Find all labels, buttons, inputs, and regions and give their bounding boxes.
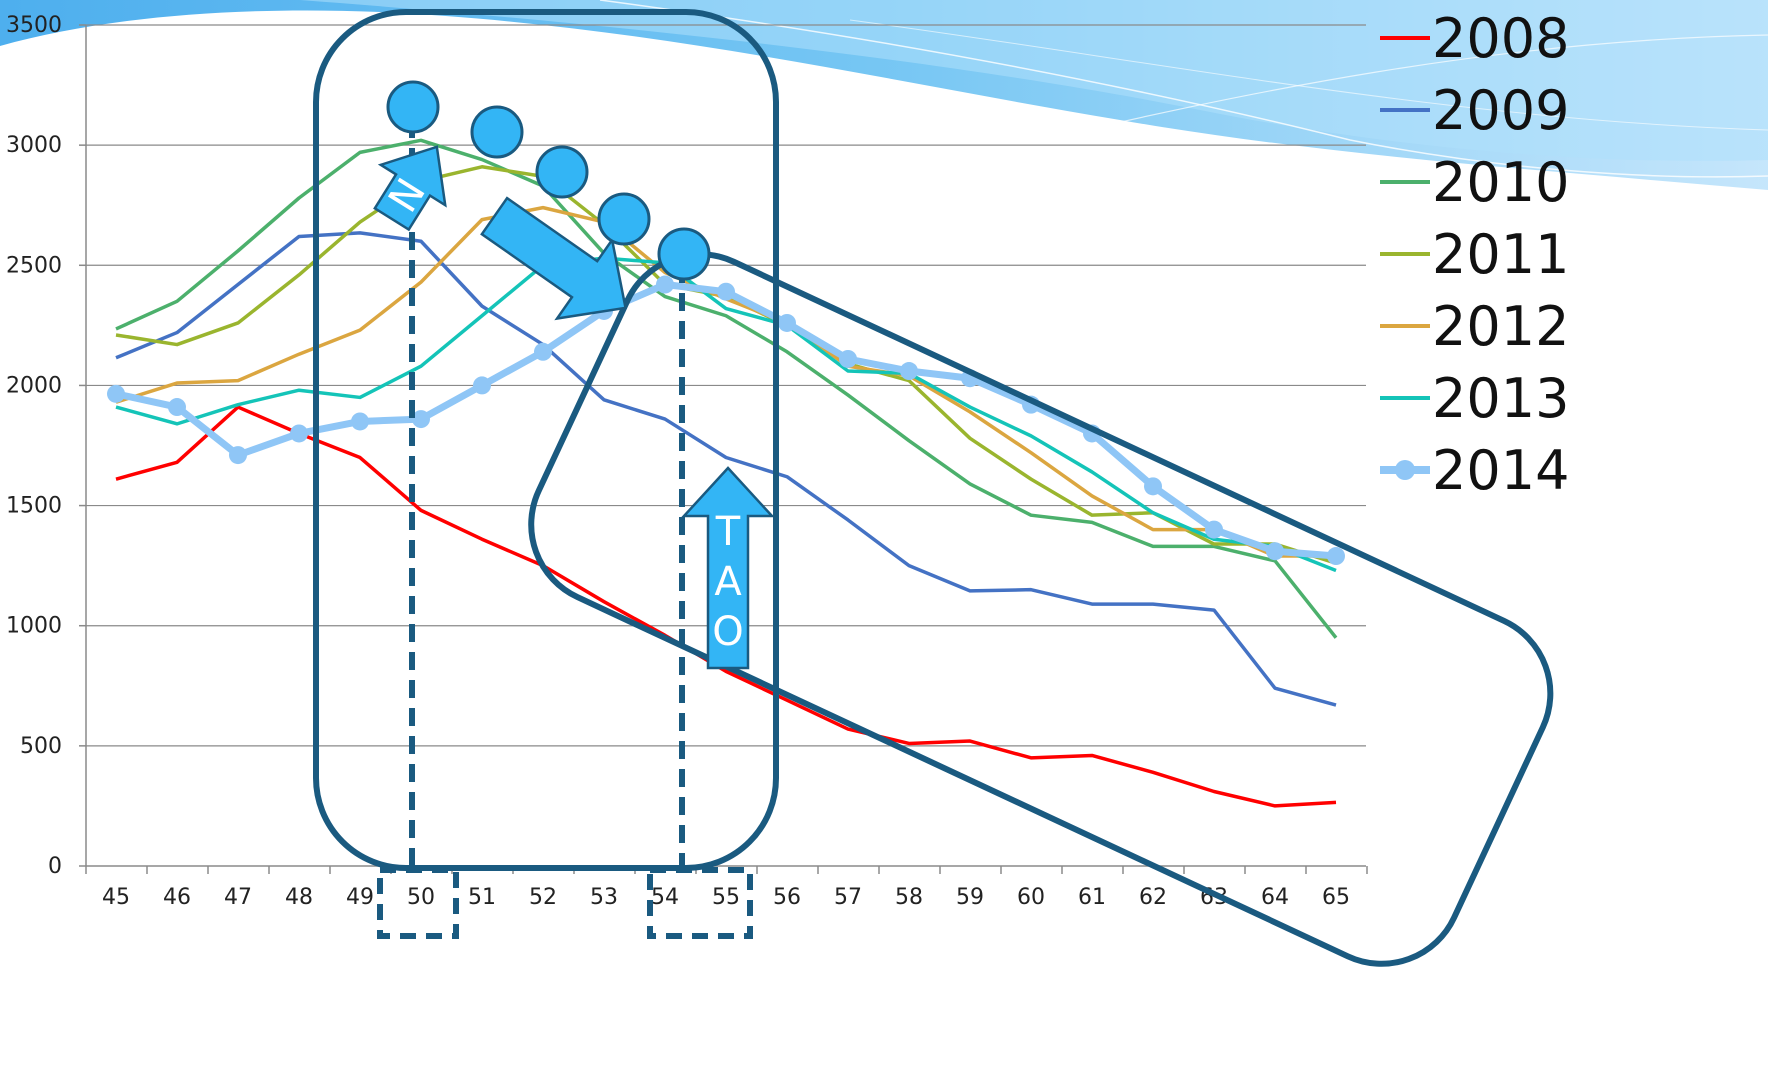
x-tick-label: 46: [163, 885, 191, 910]
y-tick-label: 3000: [6, 133, 62, 158]
legend-item-2012: 2012: [1380, 295, 1569, 358]
series-lines: [107, 138, 1345, 808]
data-point: [412, 410, 430, 429]
y-tick-label: 0: [48, 854, 62, 879]
legend-item-2014: 2014: [1380, 439, 1569, 502]
legend-item-2008: 2008: [1380, 7, 1569, 70]
y-tick-label: 500: [20, 734, 62, 759]
data-point: [351, 412, 369, 431]
series-line-2013: [115, 256, 1337, 573]
peak-circle: [386, 80, 440, 134]
tao-letter: O: [712, 609, 743, 655]
legend-label: 2011: [1432, 223, 1569, 286]
series-line-2009: [115, 231, 1337, 707]
x-tick-label: 52: [529, 885, 557, 910]
x-tick-label: 57: [834, 885, 862, 910]
x-tick-label: 48: [285, 885, 313, 910]
legend-label: 2014: [1432, 439, 1569, 502]
x-tick-label: 54: [651, 885, 679, 910]
data-point: [839, 349, 857, 368]
rounded-box-diagonal: [528, 251, 1554, 967]
legend-item-2009: 2009: [1380, 79, 1569, 142]
x-tick-label: 61: [1078, 885, 1106, 910]
legend-label: 2012: [1432, 295, 1569, 358]
legend-label: 2008: [1432, 7, 1569, 70]
x-tick-label: 53: [590, 885, 618, 910]
legend-marker: [1395, 460, 1415, 480]
data-point: [1327, 547, 1345, 566]
x-tick-label: 58: [895, 885, 923, 910]
x-tick-label: 60: [1017, 885, 1045, 910]
series-2008: [115, 405, 1337, 808]
y-tick-label: 2000: [6, 373, 62, 398]
wave-banner: [0, 0, 1768, 190]
x-tick-label: 64: [1261, 885, 1289, 910]
x-tick-label: 65: [1322, 885, 1350, 910]
peak-circle: [470, 105, 524, 159]
x-tick-label: 47: [224, 885, 252, 910]
dashed-box-55: [647, 867, 753, 939]
x-tick-label: 50: [407, 885, 435, 910]
legend-label: 2009: [1432, 79, 1569, 142]
x-tick-label: 56: [773, 885, 801, 910]
x-tick-label: 59: [956, 885, 984, 910]
tao-up-arrow-icon: T A O: [681, 466, 775, 670]
data-point: [1144, 477, 1162, 496]
data-point: [290, 424, 308, 443]
peak-circle: [535, 145, 589, 199]
data-point: [229, 446, 247, 465]
legend: 2008 2009 2010 2011 2012 2013 2014: [1380, 7, 1569, 502]
series-line-2010: [115, 138, 1338, 639]
legend-item-2013: 2013: [1380, 367, 1569, 430]
legend-item-2010: 2010: [1380, 151, 1569, 214]
data-point: [900, 362, 918, 381]
series-line-2008: [115, 405, 1337, 808]
peak-circle: [657, 227, 711, 281]
y-tick-label: 1500: [6, 494, 62, 519]
data-point: [168, 398, 186, 417]
series-2010: [115, 138, 1338, 639]
data-point: [473, 376, 491, 395]
axes: [79, 24, 1368, 874]
data-point: [534, 342, 552, 361]
data-point: [1205, 520, 1223, 539]
data-point: [778, 313, 796, 332]
up-arrow-icon: N: [373, 145, 447, 232]
series-2009: [115, 231, 1337, 707]
tao-letter: A: [714, 559, 742, 605]
x-tick-label: 45: [102, 885, 130, 910]
tao-letter: T: [715, 509, 741, 555]
y-tick-label: 2500: [6, 253, 62, 278]
x-tick-label: 55: [712, 885, 740, 910]
data-point: [717, 282, 735, 301]
peak-circle: [597, 192, 651, 246]
y-tick-label: 1000: [6, 614, 62, 639]
x-tick-label: 51: [468, 885, 496, 910]
data-point: [656, 275, 674, 294]
series-2014: [107, 275, 1345, 566]
legend-label: 2013: [1432, 367, 1569, 430]
legend-label: 2010: [1432, 151, 1569, 214]
x-tick-label: 62: [1139, 885, 1167, 910]
x-tick-label: 49: [346, 885, 374, 910]
rounded-box-left: [313, 9, 779, 871]
annotation-layer: N T A O: [313, 9, 1554, 967]
legend-item-2011: 2011: [1380, 223, 1569, 286]
x-tick-labels: 45 46 47 48 49 50 51 52 53 54 55 56 57 58 59 60 61 62 63 64…: [102, 885, 1350, 910]
data-point: [107, 384, 125, 403]
data-point: [1266, 542, 1284, 561]
dashed-box-50: [377, 867, 459, 939]
down-right-arrow-icon: [480, 196, 628, 321]
series-2013: [115, 256, 1337, 573]
y-tick-labels: 0 500 1000 1500 2000 2500 3000 3500: [6, 13, 62, 879]
y-tick-label: 3500: [6, 13, 62, 38]
